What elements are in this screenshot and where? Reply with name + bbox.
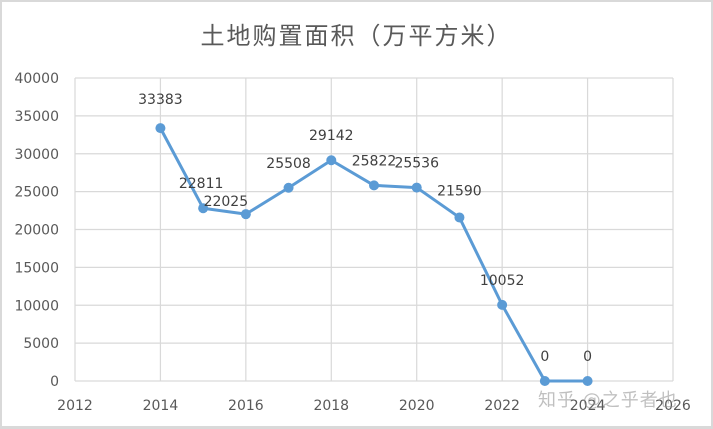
data-label: 0 xyxy=(540,349,549,365)
data-point-marker xyxy=(454,212,465,223)
y-tick-label: 25000 xyxy=(14,185,59,201)
data-label: 25508 xyxy=(266,156,311,172)
y-tick-label: 15000 xyxy=(14,260,59,276)
x-tick-label: 2016 xyxy=(228,398,264,414)
data-series xyxy=(155,123,593,386)
y-tick-label: 0 xyxy=(50,374,59,390)
data-label: 22811 xyxy=(179,176,224,192)
data-label: 25822 xyxy=(352,153,397,169)
gridlines xyxy=(74,77,674,382)
data-point-marker xyxy=(240,209,251,220)
chart-title: 土地购置面积（万平方米） xyxy=(200,22,513,50)
x-axis-labels: 2012 2014 2016 2018 2020 2022 2024 2026 xyxy=(57,398,691,414)
data-label: 21590 xyxy=(437,183,482,199)
data-point-marker xyxy=(369,180,379,191)
data-point-marker xyxy=(582,376,593,386)
x-tick-label: 2026 xyxy=(655,398,691,414)
data-point-marker xyxy=(411,182,422,193)
data-point-marker xyxy=(497,299,508,310)
data-point-marker xyxy=(155,123,166,134)
x-tick-label: 2022 xyxy=(484,398,520,414)
y-tick-label: 30000 xyxy=(14,147,59,163)
data-label: 22025 xyxy=(204,194,249,210)
y-tick-label: 10000 xyxy=(14,298,59,314)
data-label: 0 xyxy=(583,349,592,365)
y-axis-labels: 0 5000 10000 15000 20000 25000 30000 35000 40000 xyxy=(14,71,59,390)
data-point-marker xyxy=(283,182,294,193)
data-label: 29142 xyxy=(309,128,354,144)
data-label: 25536 xyxy=(394,156,439,172)
watermark: 知乎 @之乎者也 xyxy=(538,390,678,411)
x-tick-label: 2024 xyxy=(570,398,606,414)
y-tick-label: 40000 xyxy=(14,71,59,87)
y-tick-label: 35000 xyxy=(14,109,59,125)
x-tick-label: 2012 xyxy=(57,398,93,414)
y-tick-label: 5000 xyxy=(23,336,59,352)
x-tick-label: 2020 xyxy=(399,398,435,414)
data-point-marker xyxy=(198,203,209,214)
x-tick-label: 2018 xyxy=(313,398,349,414)
data-point-marker xyxy=(326,155,337,166)
x-tick-label: 2014 xyxy=(143,398,179,414)
data-label: 33383 xyxy=(138,92,183,108)
data-point-marker xyxy=(539,376,550,386)
y-tick-label: 20000 xyxy=(14,223,59,239)
data-label: 10052 xyxy=(480,273,525,289)
